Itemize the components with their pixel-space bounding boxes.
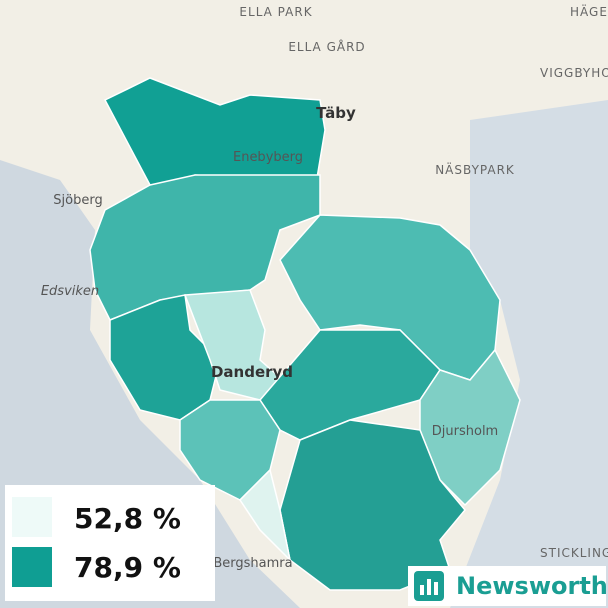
legend-swatch xyxy=(12,497,52,537)
place-label: HÄGER xyxy=(570,4,608,19)
place-label: Djursholm xyxy=(432,424,498,439)
brand-icon-bar xyxy=(420,585,424,595)
place-label: STICKLING xyxy=(540,546,608,560)
place-label: NÄSBYPARK xyxy=(435,162,515,177)
legend-label: 78,9 % xyxy=(74,551,181,584)
place-label: Täby xyxy=(316,104,356,122)
place-label: Sjöberg xyxy=(53,193,102,208)
brand: Newsworthy xyxy=(408,566,608,606)
district xyxy=(419,348,521,507)
district xyxy=(109,294,221,421)
place-label: Bergshamra xyxy=(213,556,292,571)
place-label: Danderyd xyxy=(211,363,293,381)
district xyxy=(239,468,292,563)
legend-label: 52,8 % xyxy=(74,502,181,535)
brand-icon-bar xyxy=(434,582,438,595)
districts xyxy=(89,77,521,591)
brand-icon-bar xyxy=(427,579,431,595)
place-labels: ELLA PARK HÄGER ELLA GÅRD VIGGBYHO Täby … xyxy=(41,4,608,571)
brand-name: Newsworthy xyxy=(456,572,608,600)
place-label: ELLA GÅRD xyxy=(288,39,365,54)
place-label: VIGGBYHO xyxy=(540,66,608,80)
water xyxy=(450,100,608,608)
place-label: ELLA PARK xyxy=(239,5,312,19)
legend: 52,8 % 78,9 % xyxy=(5,485,215,601)
place-label: Edsviken xyxy=(41,284,99,299)
place-label: Enebyberg xyxy=(233,150,303,165)
legend-swatch xyxy=(12,547,52,587)
